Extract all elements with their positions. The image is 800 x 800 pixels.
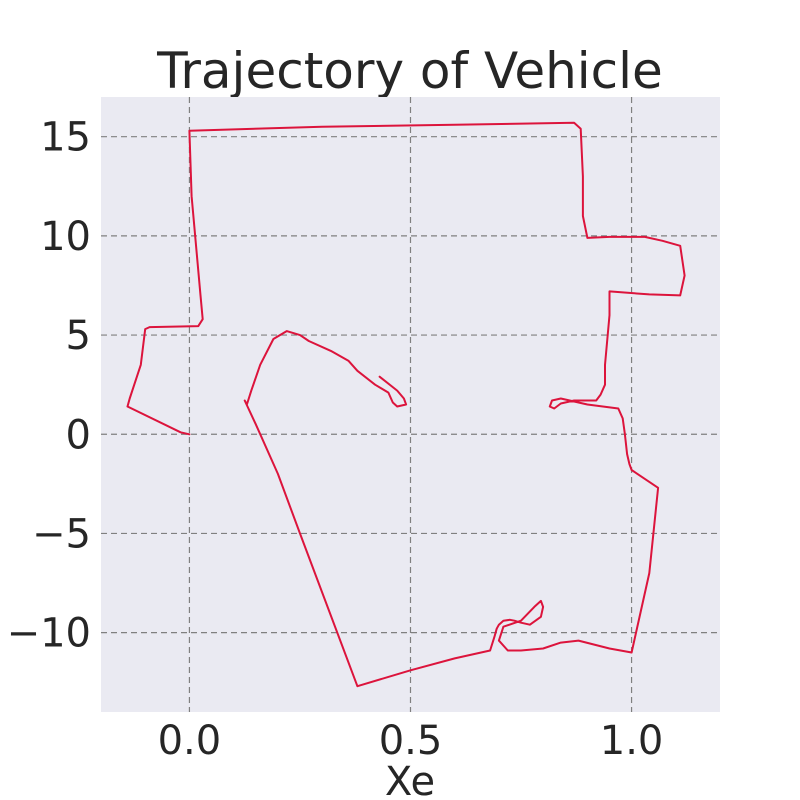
- y-tick-label: 5: [66, 313, 91, 359]
- x-axis-ticks: 0.0 0.5 1.0: [158, 718, 664, 764]
- x-tick-label: 0.0: [158, 718, 222, 764]
- y-tick-label: −10: [7, 611, 91, 657]
- series-group: [126, 121, 686, 688]
- x-axis-label: Xe: [385, 759, 435, 800]
- y-axis-ticks: −10 −5 0 5 10 15: [7, 115, 91, 657]
- x-tick-label: 1.0: [600, 718, 664, 764]
- y-tick-label: 0: [66, 412, 91, 458]
- y-tick-label: 15: [40, 115, 91, 161]
- grid-lines: [101, 97, 720, 712]
- y-tick-label: 10: [40, 214, 91, 260]
- x-tick-label: 0.5: [379, 718, 443, 764]
- y-tick-label: −5: [32, 511, 91, 557]
- chart-title: Trajectory of Vehicle: [156, 42, 663, 100]
- trajectory-line: [126, 121, 686, 688]
